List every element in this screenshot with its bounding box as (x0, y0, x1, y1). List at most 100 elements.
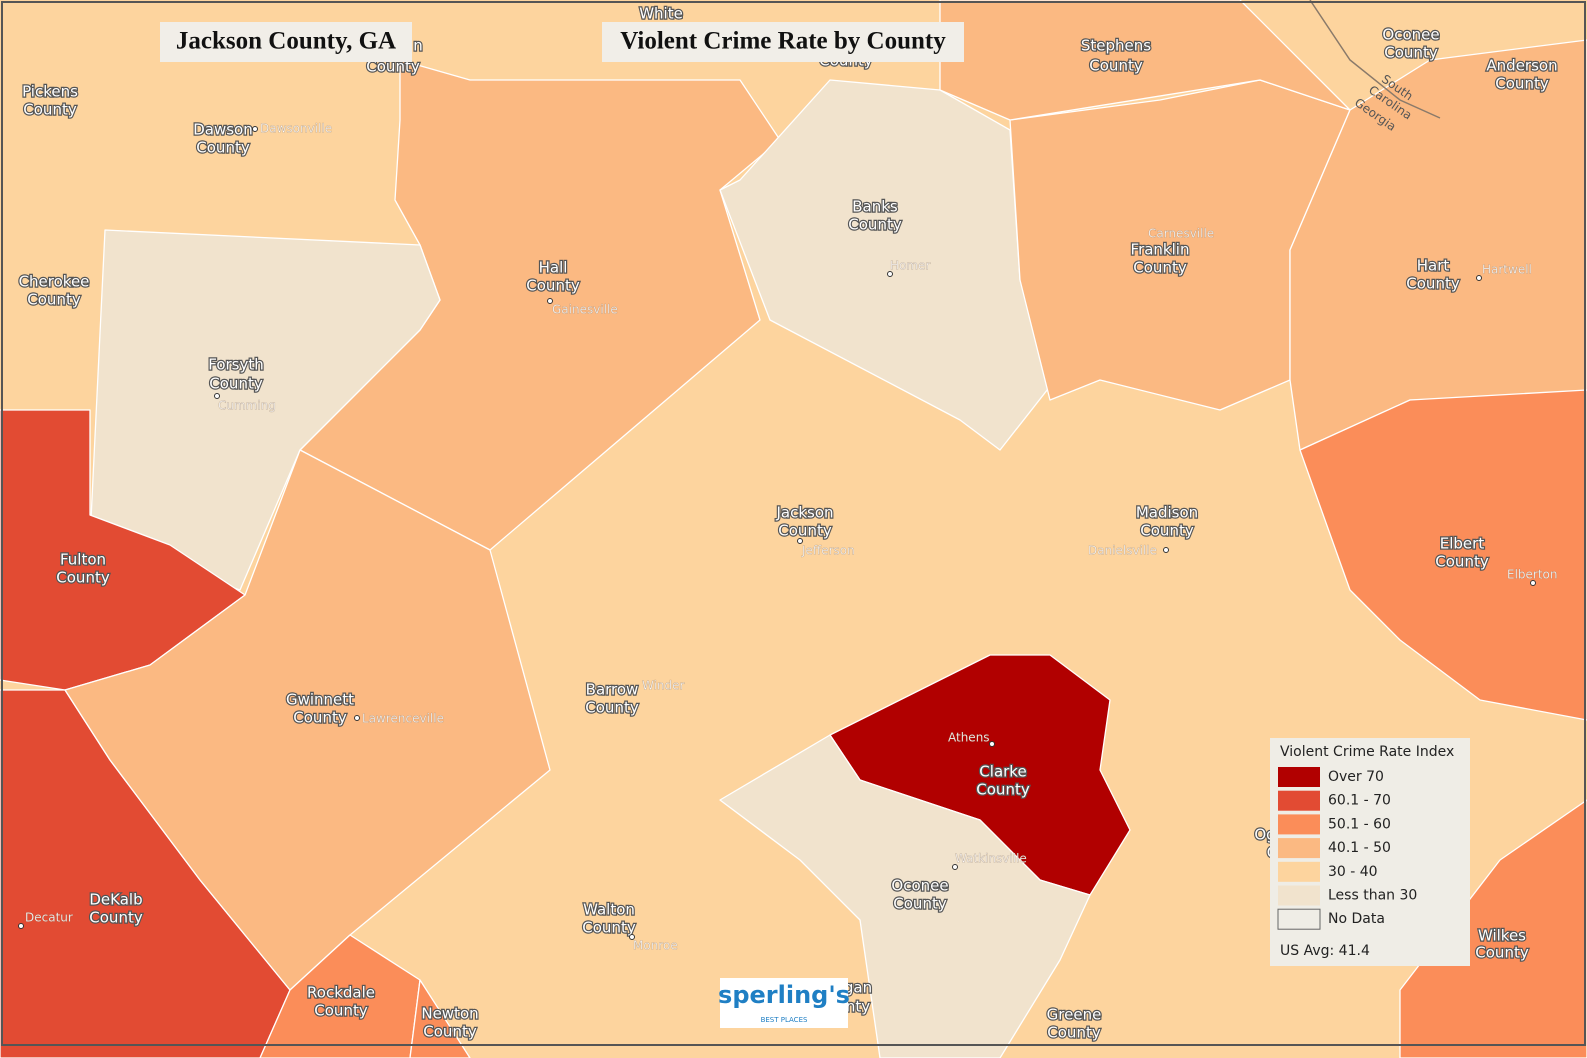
county-label: County (293, 709, 347, 727)
county-label: Pickens (22, 83, 78, 101)
legend-swatch (1277, 908, 1321, 930)
county-label: County (196, 139, 250, 157)
county-area (64, 449, 551, 991)
county-label: County (27, 291, 81, 309)
county-label: DeKalb (89, 891, 142, 909)
county-label: County (1384, 44, 1438, 62)
city-label: Decatur (25, 911, 73, 925)
city-label: Elberton (1507, 568, 1558, 582)
county-area (719, 734, 1091, 1058)
county-label: County (1133, 259, 1187, 277)
county-area (409, 979, 471, 1058)
legend-swatch (1278, 861, 1320, 882)
county-label: Walton (583, 901, 635, 919)
county-label: County (1475, 944, 1529, 962)
county-label: Oconee (1382, 26, 1439, 44)
legend-swatch (1278, 885, 1320, 906)
labels: HallCountyForsythCountyFultonCountyDeKal… (17, 3, 1558, 1042)
title-box (160, 22, 412, 62)
city-dot (214, 393, 220, 399)
location-title: Jackson County, GA (176, 28, 396, 55)
legend-label: No Data (1328, 911, 1385, 927)
legend-label: 40.1 - 50 (1328, 840, 1391, 856)
city-dot (547, 298, 553, 304)
county-label: Franklin (1131, 241, 1190, 259)
legend-swatch (1278, 790, 1320, 811)
county-label: gan (844, 979, 872, 997)
state-border (1309, 0, 1441, 119)
county-label: Rockdale (307, 984, 375, 1002)
county-label: Dawson (193, 121, 253, 139)
county-label: Anderson (1486, 57, 1557, 75)
county-label: n (413, 37, 423, 55)
county-label: Oconee (891, 877, 948, 895)
county-label: nty (846, 998, 870, 1016)
city-label: Gainesville (552, 303, 618, 317)
county-label: County (1140, 522, 1194, 540)
county-label: White (639, 5, 683, 23)
city-label: Carnesville (1148, 227, 1214, 241)
county-label: Jackson (775, 504, 833, 522)
county-label: County (848, 216, 902, 234)
county-label: County (314, 1002, 368, 1020)
legend-label: Less than 30 (1328, 888, 1417, 904)
city-dot (18, 923, 24, 929)
county-label: County (976, 781, 1030, 799)
county-label: County (89, 909, 143, 927)
county-label: Hart (1417, 257, 1450, 275)
county-label: County (582, 919, 636, 937)
county-label: Gwinnett (286, 691, 354, 709)
city-label: Winder (642, 679, 685, 693)
city-dot (1530, 580, 1536, 586)
city-label: Jefferson (801, 544, 855, 558)
county-label: County (1495, 75, 1549, 93)
logo-name: sperling's (718, 981, 850, 1009)
county-label: County (23, 101, 77, 119)
county-label: Cherokee (19, 273, 90, 291)
title-box (602, 22, 964, 62)
county-area (939, 0, 1351, 121)
city-dot (989, 741, 995, 747)
city-dot (797, 538, 803, 544)
county-label: County (423, 1023, 477, 1041)
legend-title: Violent Crime Rate Index (1280, 744, 1454, 760)
county-label: County (1089, 57, 1143, 75)
county-label: Barrow (586, 681, 639, 699)
county-label: Greene (1047, 1006, 1102, 1024)
city-label: Athens (948, 731, 990, 745)
county-label: Fulton (60, 551, 106, 569)
county-area (1399, 799, 1587, 1058)
legend-label: 60.1 - 70 (1328, 793, 1391, 809)
city-dot (629, 934, 635, 940)
city-label: Lawrenceville (362, 712, 444, 726)
city-label: Homer (890, 259, 930, 273)
county-area (259, 934, 421, 1058)
county-label: County (1435, 553, 1489, 571)
legend-label: Over 70 (1328, 769, 1384, 785)
city-label: Dawsonville (260, 122, 332, 136)
county-label: Forsyth (208, 356, 264, 374)
county-label: County (526, 277, 580, 295)
city-label: Cumming (218, 399, 276, 413)
city-dot (1476, 275, 1482, 281)
city-label: Monroe (633, 939, 678, 953)
county-area (1299, 389, 1587, 721)
county-label: Clarke (979, 763, 1026, 781)
city-label: Watkinsville (955, 852, 1027, 866)
county-label: Stephens (1081, 37, 1151, 55)
logo-tagline: BEST PLACES (761, 1016, 808, 1024)
city-dot (952, 864, 958, 870)
map-title: Violent Crime Rate by County (620, 28, 946, 55)
logo-box (720, 978, 848, 1028)
county-label: Madison (1136, 504, 1198, 522)
county-label: Newton (421, 1005, 478, 1023)
county-label: County (893, 895, 947, 913)
legend-swatch (1278, 767, 1320, 787)
legend-swatch (1278, 838, 1320, 859)
city-dot (887, 271, 893, 277)
legend-label: 50.1 - 60 (1328, 816, 1391, 832)
city-dot (354, 715, 360, 721)
legend-swatch (1278, 814, 1320, 835)
county-label: County (585, 699, 639, 717)
